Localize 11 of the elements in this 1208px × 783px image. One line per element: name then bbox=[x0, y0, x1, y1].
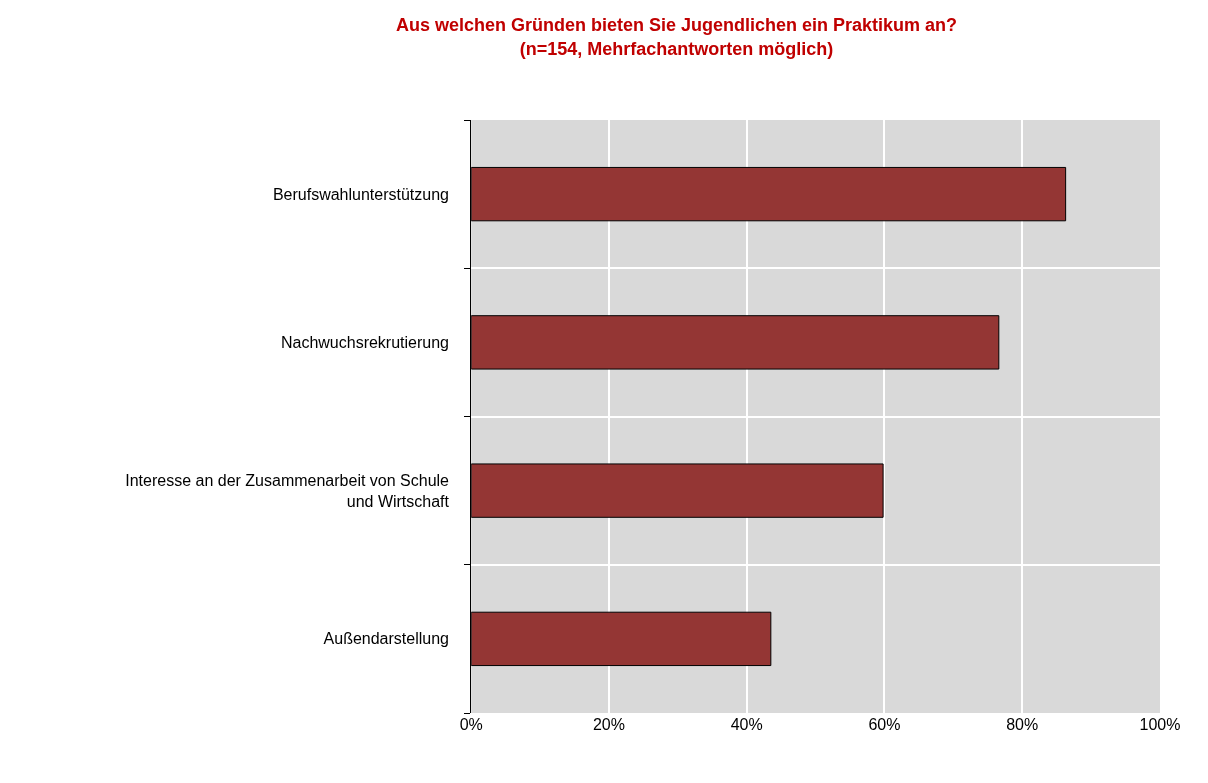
x-tick-label: 60% bbox=[868, 716, 901, 733]
x-tick-label: 80% bbox=[1006, 716, 1039, 733]
y-tick-label: Berufswahlunterstützung bbox=[272, 185, 449, 203]
y-tick-label: Interesse an der Zusammenarbeit von Schule und Wirtschaft bbox=[125, 471, 450, 510]
x-tick-label: 100% bbox=[1139, 716, 1181, 733]
x-tick-label: 20% bbox=[592, 716, 625, 733]
y-tick-label: Außendarstellung bbox=[323, 630, 449, 648]
y-tick-label: Nachwuchsrekrutierung bbox=[280, 333, 449, 351]
chart-title: Aus welchen Gründen bieten Sie Jugendlichen ein Praktikum an? (n=154, Mehrfachantworten möglich) bbox=[395, 15, 958, 59]
x-tick-label: 40% bbox=[730, 716, 763, 733]
x-tick-label: 0% bbox=[459, 716, 483, 733]
